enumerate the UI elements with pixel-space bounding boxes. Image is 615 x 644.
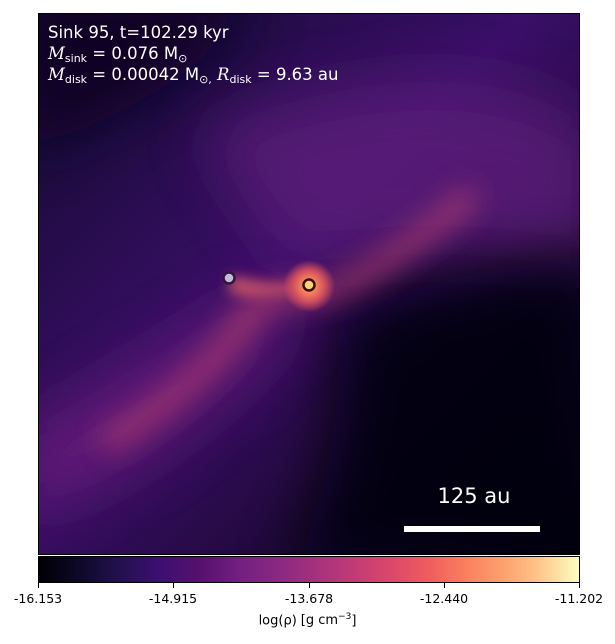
colorbar-label-close: ] <box>351 613 357 629</box>
void-region <box>298 257 579 554</box>
sink-mass-label: Msink = 0.076 M⊙ <box>48 43 187 69</box>
primary-sink-marker <box>302 278 316 292</box>
m-sink-value: = 0.076 M <box>87 44 179 63</box>
colorbar-label-exponent: −3 <box>338 612 352 622</box>
r-disk-symbol: R <box>217 65 230 84</box>
colorbar-tick <box>444 583 445 588</box>
upper-left-shadow <box>39 14 245 147</box>
r-disk-sub: disk <box>229 73 252 86</box>
colorbar-label-quantity: log(ρ) <box>258 613 297 629</box>
colorbar-tick-label: -14.915 <box>148 591 198 606</box>
colorbar-tick-label: -16.153 <box>13 591 63 606</box>
sink-time-label: Sink 95, t=102.29 kyr <box>48 23 229 42</box>
colorbar-tick-label: -13.678 <box>284 591 334 606</box>
colorbar-tick-label: -11.202 <box>554 591 604 606</box>
m-sink-symbol: M <box>48 44 65 63</box>
scale-bar <box>404 526 540 532</box>
m-disk-sub: disk <box>64 73 88 86</box>
disk-label: Mdisk = 0.00042 M⊙, Rdisk = 9.63 au <box>48 64 339 90</box>
colorbar-label: log(ρ) [g cm−3] <box>0 612 615 628</box>
m-disk-sun: ⊙, <box>199 73 212 86</box>
colorbar-tick-label: -12.440 <box>419 591 469 606</box>
colorbar-label-unit: [g cm <box>300 613 339 629</box>
m-disk-value: = 0.00042 M <box>87 65 200 84</box>
companion-sink-marker <box>222 271 236 285</box>
colorbar-tick <box>173 583 174 588</box>
density-map-panel: Sink 95, t=102.29 kyr Msink = 0.076 M⊙ M… <box>38 13 580 555</box>
colorbar-tick <box>579 583 580 588</box>
accretion-stream <box>99 184 479 454</box>
m-sink-sub: sink <box>64 52 88 65</box>
m-disk-symbol: M <box>48 65 65 84</box>
scale-bar-label: 125 au <box>437 484 511 508</box>
upper-plume <box>199 81 579 270</box>
density-map <box>39 14 579 554</box>
colorbar-tick <box>309 583 310 588</box>
m-sink-sun: ⊙ <box>178 52 188 65</box>
colorbar <box>38 556 580 583</box>
r-disk-value: = 9.63 au <box>251 65 339 84</box>
colorbar-tick <box>38 583 39 588</box>
